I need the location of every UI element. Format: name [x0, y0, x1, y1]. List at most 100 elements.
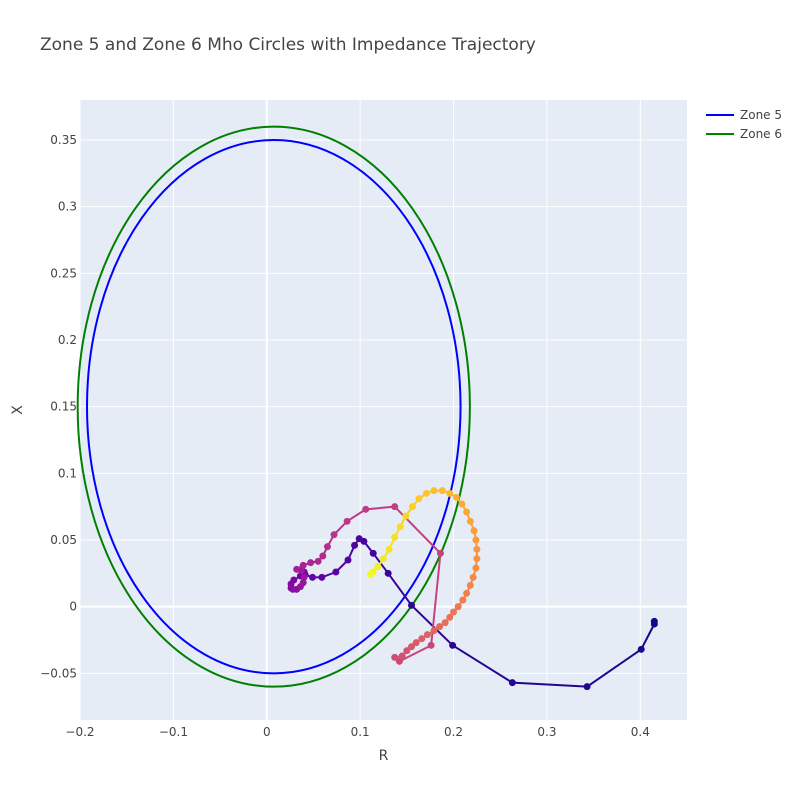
trajectory-point	[463, 589, 471, 597]
trajectory-point	[355, 535, 363, 543]
trajectory-point	[466, 517, 474, 525]
chart-title: Zone 5 and Zone 6 Mho Circles with Imped…	[40, 35, 536, 55]
trajectory-point	[391, 503, 399, 511]
zone-6-circle	[76, 125, 471, 688]
trajectory-point	[430, 627, 438, 635]
x-tick-label: 0.1	[351, 725, 370, 739]
trajectory-point	[385, 545, 393, 553]
y-tick-label: 0.2	[58, 333, 77, 347]
trajectory-point	[637, 645, 645, 653]
trajectory-segment	[410, 604, 454, 647]
zone-5-circle	[86, 139, 462, 675]
trajectory-point	[422, 489, 430, 497]
trajectory-segment	[512, 681, 588, 688]
trajectory-point	[472, 564, 480, 572]
trajectory-point	[380, 555, 387, 563]
trajectory-point	[463, 508, 471, 516]
trajectory-point	[396, 523, 404, 531]
y-tick-label: 0	[69, 600, 77, 614]
trajectory-point	[650, 620, 658, 628]
trajectory-point	[583, 683, 591, 691]
trajectory-point	[366, 571, 374, 579]
trajectory-point	[472, 536, 480, 544]
trajectory-point	[449, 641, 457, 649]
trajectory-point	[318, 573, 326, 581]
trajectory-point	[436, 549, 444, 557]
trajectory-point	[323, 543, 331, 551]
y-tick-label: 0.15	[50, 400, 77, 414]
trajectory-point	[402, 512, 410, 520]
y-tick-label: 0.1	[58, 466, 77, 480]
trajectory-point	[441, 619, 449, 627]
trajectory-segment	[387, 572, 413, 606]
trajectory-point	[362, 505, 370, 513]
trajectory-point	[332, 568, 340, 576]
trajectory-point	[466, 581, 474, 589]
trajectory-point	[452, 493, 460, 501]
impedance-trajectory	[287, 487, 658, 691]
grid	[79, 100, 687, 720]
legend: Zone 5 Zone 6	[706, 108, 782, 141]
trajectory-point	[508, 679, 516, 687]
trajectory-point	[473, 545, 481, 553]
trajectory-segment	[393, 505, 442, 555]
trajectory-point	[351, 541, 359, 549]
trajectory-point	[469, 573, 477, 581]
mho-circles	[76, 125, 471, 688]
trajectory-point	[418, 635, 426, 643]
trajectory-point	[391, 653, 399, 661]
trajectory-point	[438, 487, 446, 495]
x-axis-ticks: −0.2 −0.1 0 0.1 0.2 0.3 0.4	[65, 725, 649, 739]
trajectory-point	[299, 561, 307, 569]
trajectory-point	[408, 601, 416, 609]
trajectory-point	[412, 639, 420, 647]
legend-label: Zone 5	[740, 108, 782, 122]
trajectory-point	[408, 643, 416, 651]
trajectory-segment	[398, 644, 432, 663]
x-tick-label: 0.4	[631, 725, 650, 739]
legend-label: Zone 6	[740, 127, 782, 141]
trajectory-point	[473, 555, 481, 563]
trajectory-point	[330, 531, 338, 539]
trajectory-point	[391, 533, 399, 541]
x-tick-label: 0.3	[537, 725, 556, 739]
trajectory-point	[446, 489, 454, 497]
trajectory-segment	[452, 644, 513, 684]
trajectory-point	[300, 573, 308, 581]
trajectory-point	[458, 500, 466, 508]
trajectory-point	[454, 603, 462, 611]
trajectory-point	[470, 527, 478, 535]
trajectory-segment	[640, 623, 656, 650]
plot-area	[80, 100, 687, 720]
y-tick-label: 0.25	[50, 266, 77, 280]
trajectory-point	[398, 652, 406, 660]
trajectory-point	[343, 517, 351, 525]
trajectory-point	[395, 657, 403, 665]
trajectory-point	[344, 556, 352, 564]
trajectory-point	[299, 579, 307, 587]
trajectory-point	[314, 557, 322, 565]
x-tick-label: −0.1	[159, 725, 188, 739]
trajectory-point	[423, 631, 431, 639]
x-tick-label: 0.2	[444, 725, 463, 739]
trajectory-point	[307, 559, 315, 567]
y-tick-label: 0.3	[58, 200, 77, 214]
y-axis-ticks: −0.05 0 0.05 0.1 0.15 0.2 0.25 0.3 0.35	[40, 133, 77, 680]
trajectory-point	[369, 549, 377, 557]
x-axis-title: R	[379, 748, 389, 764]
trajectory-point	[374, 563, 382, 571]
trajectory-point	[319, 552, 327, 560]
trajectory-point	[415, 495, 423, 503]
trajectory-point	[403, 647, 411, 655]
x-tick-label: 0	[263, 725, 271, 739]
trajectory-point	[309, 573, 317, 581]
trajectory-segment	[346, 508, 367, 523]
trajectory-segment	[365, 505, 395, 511]
trajectory-point	[450, 608, 458, 616]
trajectory-point	[430, 487, 438, 495]
trajectory-point	[384, 569, 392, 577]
x-tick-label: −0.2	[65, 725, 94, 739]
trajectory-point	[427, 641, 435, 649]
y-tick-label: −0.05	[40, 666, 77, 680]
